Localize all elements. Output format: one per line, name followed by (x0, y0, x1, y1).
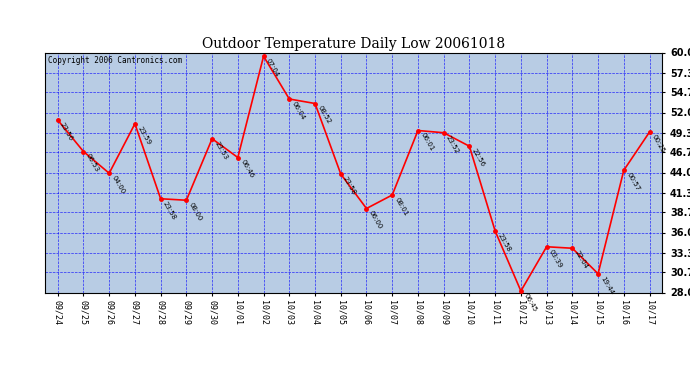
Title: Outdoor Temperature Daily Low 20061018: Outdoor Temperature Daily Low 20061018 (202, 38, 505, 51)
Text: 23:58: 23:58 (342, 176, 357, 196)
Text: 23:58: 23:58 (497, 232, 512, 253)
Text: 23:59: 23:59 (137, 125, 152, 146)
Text: 08:01: 08:01 (393, 196, 409, 217)
Text: 08:00: 08:00 (188, 202, 203, 222)
Text: 06:04: 06:04 (290, 100, 306, 121)
Text: 19:44: 19:44 (600, 275, 615, 296)
Text: 23:56: 23:56 (59, 122, 75, 142)
Text: 22:56: 22:56 (471, 148, 486, 168)
Text: 22:04: 22:04 (573, 250, 589, 270)
Text: Copyright 2006 Cantronics.com: Copyright 2006 Cantronics.com (48, 56, 182, 65)
Text: 06:00: 06:00 (368, 210, 383, 231)
Text: 06:01: 06:01 (420, 132, 435, 153)
Text: 03:39: 03:39 (548, 248, 563, 269)
Text: 07:04: 07:04 (265, 58, 280, 78)
Text: 23:52: 23:52 (445, 134, 460, 154)
Text: 23:58: 23:58 (162, 200, 177, 220)
Text: 06:53: 06:53 (85, 153, 100, 173)
Text: 00:57: 00:57 (625, 172, 640, 192)
Text: 08:52: 08:52 (317, 105, 332, 125)
Text: 04:00: 04:00 (110, 175, 126, 195)
Text: 00:25: 00:25 (651, 134, 666, 154)
Text: 06:46: 06:46 (239, 159, 255, 179)
Text: 06:45: 06:45 (522, 292, 538, 313)
Text: 23:53: 23:53 (213, 140, 229, 160)
